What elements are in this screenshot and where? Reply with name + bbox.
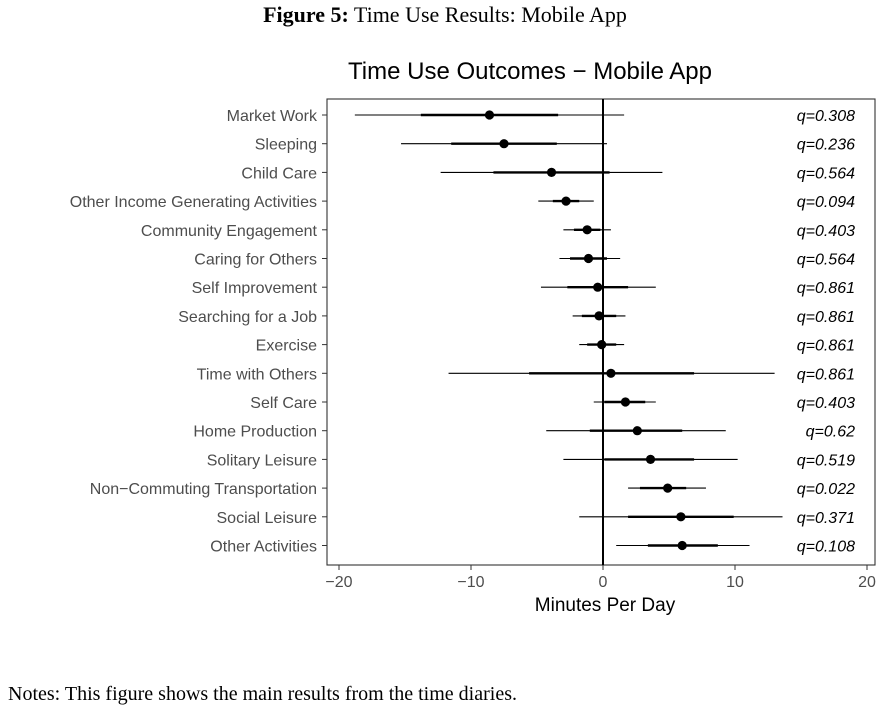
point-estimate xyxy=(582,225,592,235)
y-tick-label: Other Income Generating Activities xyxy=(70,194,317,211)
q-value-label: q=0.236 xyxy=(797,137,855,154)
q-value-label: q=0.861 xyxy=(797,338,855,355)
coef-row: Market Work q=0.308 xyxy=(227,108,855,125)
q-value-label: q=0.403 xyxy=(797,223,855,240)
x-tick-label: 10 xyxy=(726,574,744,591)
figure-label: Figure 5: xyxy=(263,2,349,27)
y-tick-label: Home Production xyxy=(193,424,317,441)
chart-title: Time Use Outcomes − Mobile App xyxy=(348,58,712,85)
point-estimate xyxy=(676,512,686,522)
x-tick-label: −10 xyxy=(457,574,484,591)
x-tick-label: 20 xyxy=(858,574,876,591)
point-estimate xyxy=(632,426,642,436)
y-tick-label: Other Activities xyxy=(210,539,317,556)
point-estimate xyxy=(620,397,631,407)
y-tick-label: Self Care xyxy=(250,395,317,412)
coef-row: Time with Others q=0.861 xyxy=(197,366,855,383)
q-value-label: q=0.861 xyxy=(797,366,855,383)
y-tick-label: Non−Commuting Transportation xyxy=(90,481,317,498)
y-tick-label: Social Leisure xyxy=(217,510,318,527)
point-estimate xyxy=(597,340,607,350)
q-value-label: q=0.403 xyxy=(797,395,855,412)
x-axis: −20 −10 0 10 20 xyxy=(325,565,876,591)
y-tick-label: Exercise xyxy=(256,338,317,355)
x-axis-label: Minutes Per Day xyxy=(535,595,676,616)
q-value-label: q=0.564 xyxy=(797,252,855,269)
q-value-label: q=0.022 xyxy=(797,481,855,498)
q-value-label: q=0.519 xyxy=(797,452,855,469)
q-value-label: q=0.861 xyxy=(797,309,855,326)
point-estimate xyxy=(677,540,687,551)
coef-row: Child Care q=0.564 xyxy=(241,165,855,182)
point-estimate xyxy=(593,282,603,292)
point-estimate xyxy=(561,196,571,206)
q-value-label: q=0.371 xyxy=(797,510,855,527)
q-value-label: q=0.564 xyxy=(797,165,855,182)
y-tick-label: Solitary Leisure xyxy=(207,452,317,469)
y-tick-label: Market Work xyxy=(227,108,318,125)
point-estimate xyxy=(583,253,594,264)
y-tick-label: Searching for a Job xyxy=(178,309,317,326)
x-tick-label: −20 xyxy=(325,574,352,591)
coef-row: Community Engagement q=0.403 xyxy=(141,223,855,240)
point-estimate xyxy=(645,454,656,464)
figure-caption-text: Time Use Results: Mobile App xyxy=(353,2,627,27)
point-estimate xyxy=(546,167,557,177)
y-tick-label: Sleeping xyxy=(255,137,317,154)
coef-row: Exercise q=0.861 xyxy=(256,338,855,355)
point-estimate xyxy=(499,139,509,149)
q-value-label: q=0.861 xyxy=(797,280,855,297)
q-value-label: q=0.308 xyxy=(797,108,855,125)
y-tick-label: Caring for Others xyxy=(194,252,317,269)
y-tick-label: Community Engagement xyxy=(141,223,318,240)
y-tick-label: Self Improvement xyxy=(192,280,318,297)
coef-row: Caring for Others q=0.564 xyxy=(194,252,855,269)
q-value-label: q=0.62 xyxy=(806,424,855,441)
coef-row: Other Income Generating Activities q=0.09… xyxy=(70,194,855,211)
coef-row: Searching for a Job q=0.861 xyxy=(178,309,855,326)
coef-row: Other Activities q=0.108 xyxy=(210,539,855,556)
point-estimate xyxy=(594,311,604,321)
coef-row: Home Production q=0.62 xyxy=(193,424,855,441)
y-tick-label: Time with Others xyxy=(197,366,317,383)
q-value-label: q=0.108 xyxy=(797,539,855,556)
coef-row: Non−Commuting Transportation q=0.022 xyxy=(90,481,855,498)
coef-row: Solitary Leisure q=0.519 xyxy=(207,452,855,469)
coef-row: Self Care q=0.403 xyxy=(250,395,855,412)
point-estimate xyxy=(484,110,495,120)
point-estimate xyxy=(606,368,616,378)
figure-notes: Notes: This figure shows the main result… xyxy=(8,683,517,705)
figure-caption: Figure 5: Time Use Results: Mobile App xyxy=(0,2,890,28)
plot-panel xyxy=(326,98,876,566)
y-tick-label: Child Care xyxy=(241,165,317,182)
coef-row: Sleeping q=0.236 xyxy=(255,137,855,154)
rows-layer: Market Work q=0.308 Sleeping q=0.236 Child C… xyxy=(70,99,855,565)
coef-row: Self Improvement q=0.861 xyxy=(192,280,855,297)
coef-row: Social Leisure q=0.371 xyxy=(217,510,856,527)
x-tick-label: 0 xyxy=(599,574,608,591)
q-value-label: q=0.094 xyxy=(797,194,855,211)
point-estimate xyxy=(663,483,673,493)
